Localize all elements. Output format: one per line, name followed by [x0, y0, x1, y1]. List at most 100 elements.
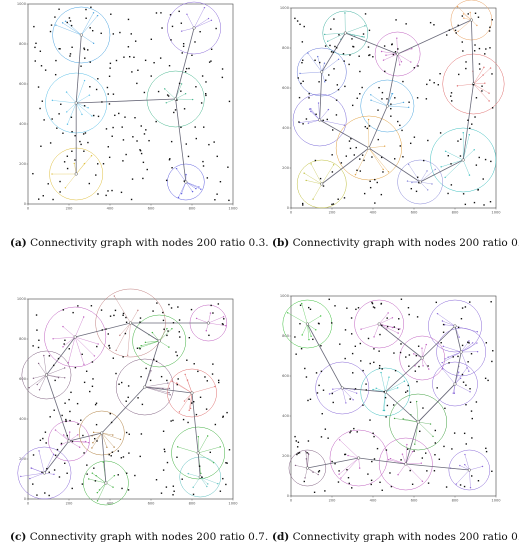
cluster-link — [65, 21, 82, 36]
sensor-node — [87, 141, 89, 144]
x-tick-label: 800 — [452, 211, 460, 215]
sensor-node — [345, 155, 348, 157]
cluster-link — [385, 377, 390, 393]
sensor-node — [319, 61, 321, 64]
sensor-node — [162, 311, 164, 314]
member-node — [137, 309, 139, 312]
sensor-node — [344, 85, 346, 88]
member-node — [489, 67, 492, 69]
sensor-node — [298, 96, 301, 99]
sensor-node — [408, 313, 410, 316]
cluster-link — [473, 83, 485, 85]
sensor-node — [193, 363, 195, 365]
figure-a: 0 200 400 600 800 1000 0 200 400 600 800 1000 — [17, 0, 240, 211]
cluster-circle — [389, 393, 448, 451]
backbone-edge — [397, 19, 472, 55]
sensor-node — [114, 309, 117, 312]
sensor-node — [381, 368, 383, 370]
member-node — [180, 192, 183, 195]
sensor-node — [208, 334, 210, 337]
cluster-head — [320, 70, 324, 74]
cluster-link — [387, 102, 404, 107]
member-node — [426, 170, 428, 172]
member-node — [51, 99, 54, 102]
cluster-link — [159, 340, 169, 348]
sensor-node — [87, 49, 89, 51]
x-tick-label: 200 — [329, 211, 337, 215]
cluster-head — [469, 18, 473, 22]
sensor-node — [83, 452, 85, 454]
member-node — [324, 81, 326, 83]
sensor-node — [218, 381, 220, 384]
sensor-node — [371, 301, 373, 304]
sensor-node — [381, 489, 383, 491]
cluster-link — [307, 323, 312, 337]
sensor-node — [48, 494, 50, 497]
sensor-node — [192, 493, 195, 496]
sensor-node — [400, 459, 402, 461]
cluster-circle — [428, 299, 482, 353]
cluster-link — [191, 386, 215, 394]
sensor-node — [56, 127, 58, 129]
member-node — [97, 343, 99, 345]
member-node — [363, 36, 365, 38]
member-node — [399, 328, 401, 330]
backbone-edge — [44, 440, 70, 474]
sensor-node — [178, 10, 180, 13]
sensor-node — [144, 59, 147, 62]
sensor-node — [84, 132, 87, 134]
cluster-circle — [442, 53, 505, 115]
cluster-link — [185, 181, 201, 190]
cluster-link — [339, 439, 359, 459]
sensor-node — [485, 447, 487, 450]
member-node — [389, 457, 392, 460]
member-node — [411, 48, 413, 50]
member-node — [442, 345, 445, 348]
sensor-node — [418, 365, 420, 368]
member-node — [344, 12, 346, 14]
sensor-node — [405, 356, 407, 358]
sensor-node — [450, 163, 452, 165]
member-node — [38, 450, 40, 452]
sensor-node — [122, 160, 124, 162]
x-tick-label: 1000 — [491, 211, 501, 215]
member-node — [51, 173, 53, 175]
member-node — [422, 365, 424, 367]
member-node — [441, 361, 443, 364]
member-node — [364, 25, 366, 27]
cluster-link — [145, 340, 160, 343]
member-node — [441, 320, 444, 322]
cluster-circle — [432, 361, 478, 407]
sensor-node — [108, 103, 111, 105]
member-node — [391, 317, 394, 319]
cluster-circle — [83, 460, 129, 506]
member-node — [476, 331, 478, 333]
member-node — [119, 438, 122, 441]
sensor-node — [42, 195, 44, 197]
sensor-node — [469, 127, 471, 130]
sensor-node — [74, 159, 76, 161]
sensor-node — [411, 483, 414, 485]
sensor-node — [54, 454, 57, 456]
y-tick-label: 0 — [287, 494, 290, 498]
sensor-node — [448, 29, 451, 31]
sensor-node — [340, 162, 343, 164]
sensor-node — [106, 86, 109, 89]
member-node — [106, 446, 108, 449]
sensor-node — [365, 389, 368, 391]
cluster-link — [307, 323, 316, 330]
x-tick-label: 0 — [290, 211, 293, 215]
cluster-link — [319, 109, 329, 121]
cluster-link — [33, 374, 47, 379]
member-node — [444, 176, 446, 179]
sensor-node — [413, 136, 416, 138]
member-node — [385, 54, 387, 56]
sensor-node — [410, 187, 413, 190]
cluster-link — [304, 173, 322, 185]
sensor-node — [35, 42, 37, 45]
sensor-node — [97, 78, 99, 80]
member-node — [95, 474, 97, 477]
sensor-node — [335, 114, 338, 116]
sensor-node — [167, 95, 170, 97]
sensor-node — [131, 71, 133, 73]
